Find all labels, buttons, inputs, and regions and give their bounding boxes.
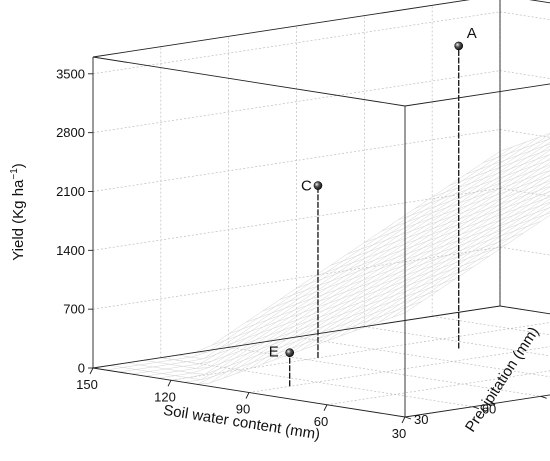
surface-mesh-line [391, 210, 550, 318]
surface-mesh-line [313, 191, 550, 278]
z-tick-label: 3500 [56, 66, 85, 81]
y-tick-mark [472, 406, 479, 410]
surface-mesh-line [339, 194, 550, 337]
surface-mesh-line [170, 141, 550, 381]
surface-mesh-line [364, 175, 550, 243]
surface-mesh-line [415, 159, 550, 209]
gridline-back-wall [92, 70, 501, 133]
x-tick-mark [167, 380, 172, 387]
surface-mesh-line [432, 154, 550, 198]
gridline-floor [364, 326, 550, 357]
z-axis-title-main: Yield (Kg ha [10, 179, 27, 261]
frame-edge [92, 0, 471, 58]
surface-mesh-line [398, 164, 550, 221]
point-label: C [301, 178, 312, 195]
point-marker [313, 181, 323, 190]
x-tick-label: 90 [236, 402, 250, 417]
surface-mesh-line [235, 162, 550, 374]
tick-labels: 0700140021002800350015012090603030609012… [56, 66, 550, 441]
frame-edge [92, 305, 501, 369]
gridline-floor [160, 357, 473, 408]
x-tick-mark [323, 404, 328, 411]
z-tick-label: 700 [63, 302, 85, 317]
surface-mesh-line [365, 202, 550, 328]
z-tick-label: 2800 [56, 125, 85, 140]
x-tick-label: 60 [314, 414, 328, 429]
frame-edge [528, 0, 550, 4]
surface-mesh-line [378, 206, 550, 323]
frame-back [92, 0, 550, 315]
point-marker [454, 41, 464, 51]
gridline-back-wall [92, 246, 501, 310]
gridline-side-wall [499, 70, 550, 79]
x-tick-label: 120 [154, 389, 176, 404]
x-tick-label: 150 [76, 377, 98, 392]
surface-mesh-line [404, 214, 550, 313]
data-point-a: A [454, 25, 477, 349]
y-tick-label: 30 [414, 412, 428, 427]
gridline-back-wall [92, 11, 501, 75]
gridline-floor [432, 315, 550, 336]
surface-mesh-line [499, 133, 550, 152]
z-axis-title-end: ) [10, 163, 27, 168]
surface-mesh-line [313, 186, 550, 346]
surface-mesh-line [482, 138, 550, 163]
surface-mesh-line [352, 198, 550, 332]
x-tick-label: 30 [392, 426, 406, 441]
z-tick-label: 2100 [56, 184, 85, 199]
surface-mesh-line [330, 186, 550, 266]
point-label: A [467, 25, 477, 42]
z-axis-title: Yield (Kg ha−1) [9, 163, 27, 261]
frame-edge [92, 56, 406, 107]
surface-mesh-line [326, 190, 550, 342]
gridline-side-wall [499, 11, 550, 21]
fitted-surface [92, 133, 550, 385]
surface-mesh-line [261, 170, 550, 365]
y-tick-label: 60 [482, 402, 496, 417]
point-marker [285, 348, 295, 357]
surface-mesh-line [449, 148, 550, 186]
surface-mesh-line [209, 153, 550, 384]
surface-mesh-line [126, 289, 440, 375]
data-point-c: C [301, 178, 323, 358]
y-tick-mark [540, 395, 547, 399]
x-tick-mark [245, 392, 250, 399]
frame-front [92, 56, 550, 418]
surface-mesh-line [274, 174, 550, 360]
point-label: E [269, 344, 279, 361]
surface-mesh-line [347, 180, 550, 255]
surface-mesh-line [287, 178, 550, 356]
frame-edge [404, 83, 550, 107]
z-tick-label: 1400 [56, 243, 85, 258]
gridline-floor [296, 336, 550, 378]
z-tick-label: 0 [78, 361, 85, 376]
y-tick-mark [404, 416, 412, 420]
data-point-e: E [269, 344, 295, 387]
surface-mesh-line [248, 166, 550, 370]
surface-mesh-line [144, 133, 550, 377]
surface-mesh-line [183, 145, 550, 383]
x-tick-mark [89, 367, 94, 375]
data-marks: ABCDE [269, 25, 477, 387]
surface-mesh-line [465, 143, 550, 175]
gridline-floor [170, 322, 550, 381]
surface-mesh-line [381, 170, 550, 232]
gridline-side-wall [499, 246, 550, 256]
x-tick-mark [401, 416, 406, 424]
z-axis-title-sup: −1 [9, 168, 20, 180]
surface-mesh-line [118, 141, 527, 373]
surface-mesh-line [300, 182, 550, 351]
y-axis-title: Precipitation (mm) [462, 324, 543, 435]
